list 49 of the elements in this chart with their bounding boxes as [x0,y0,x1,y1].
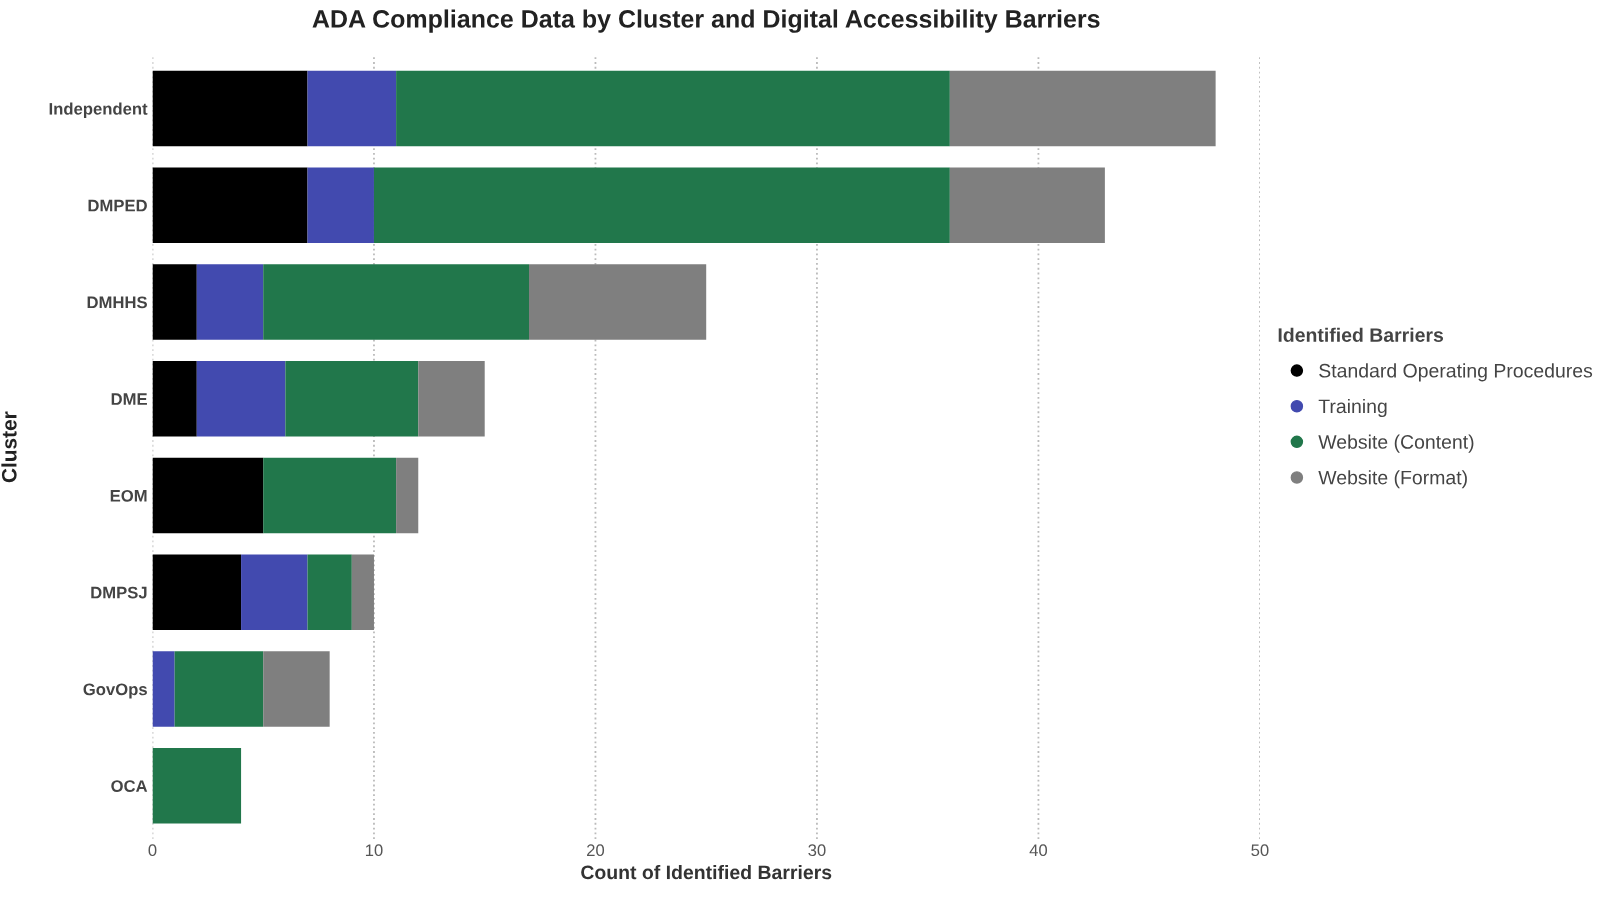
x-tick-label: 50 [1251,844,1269,857]
bar [285,361,419,437]
y-tick-label: DMPED [88,199,147,212]
bar [949,167,1105,244]
y-tick-label: Independent [49,102,148,119]
bar [529,264,707,340]
bar [418,361,485,437]
bar [307,554,352,631]
legend-label: Website (Content) [1318,434,1474,453]
bar [152,748,242,824]
bar [263,264,530,340]
legend-label: Standard Operating Procedures [1319,363,1593,382]
bar [263,457,397,534]
y-axis-title: Cluster [1,411,17,483]
legend-title: Identified Barriers [1278,327,1444,342]
y-tick-label: OCA [111,780,148,793]
y-tick-label: GovOps [83,683,147,699]
legend-label: Training [1318,398,1387,418]
bar [241,554,308,631]
y-tick-label: DMPSJ [91,586,147,599]
bar [152,167,308,244]
y-tick-label: DMHHS [87,296,147,309]
y-tick-label: DME [111,393,147,405]
bar [152,651,175,727]
bar [396,70,950,147]
x-tick-label: 30 [808,844,826,857]
bar [373,167,950,244]
y-tick-label: EOM [110,489,147,502]
bar [351,554,374,631]
x-tick-label: 20 [587,844,605,857]
bar [307,70,397,147]
bar [174,651,264,727]
chart-title: ADA Compliance Data by Cluster and Digital Accessibility Barriers [312,9,1100,33]
bar [152,554,242,631]
bar [196,264,264,340]
x-axis-title: Count of Identified Barriers [581,864,832,880]
bar [152,70,308,147]
bar [396,457,419,534]
bar [152,457,264,534]
bar [196,361,286,437]
x-tick-label: 0 [148,844,157,857]
bar [949,70,1216,147]
bar [263,651,330,727]
x-tick-label: 10 [365,844,383,857]
legend-label: Website (Format) [1318,470,1467,489]
bar [152,264,197,340]
bar [307,167,374,244]
bar [152,361,197,437]
x-tick-label: 40 [1029,844,1048,857]
